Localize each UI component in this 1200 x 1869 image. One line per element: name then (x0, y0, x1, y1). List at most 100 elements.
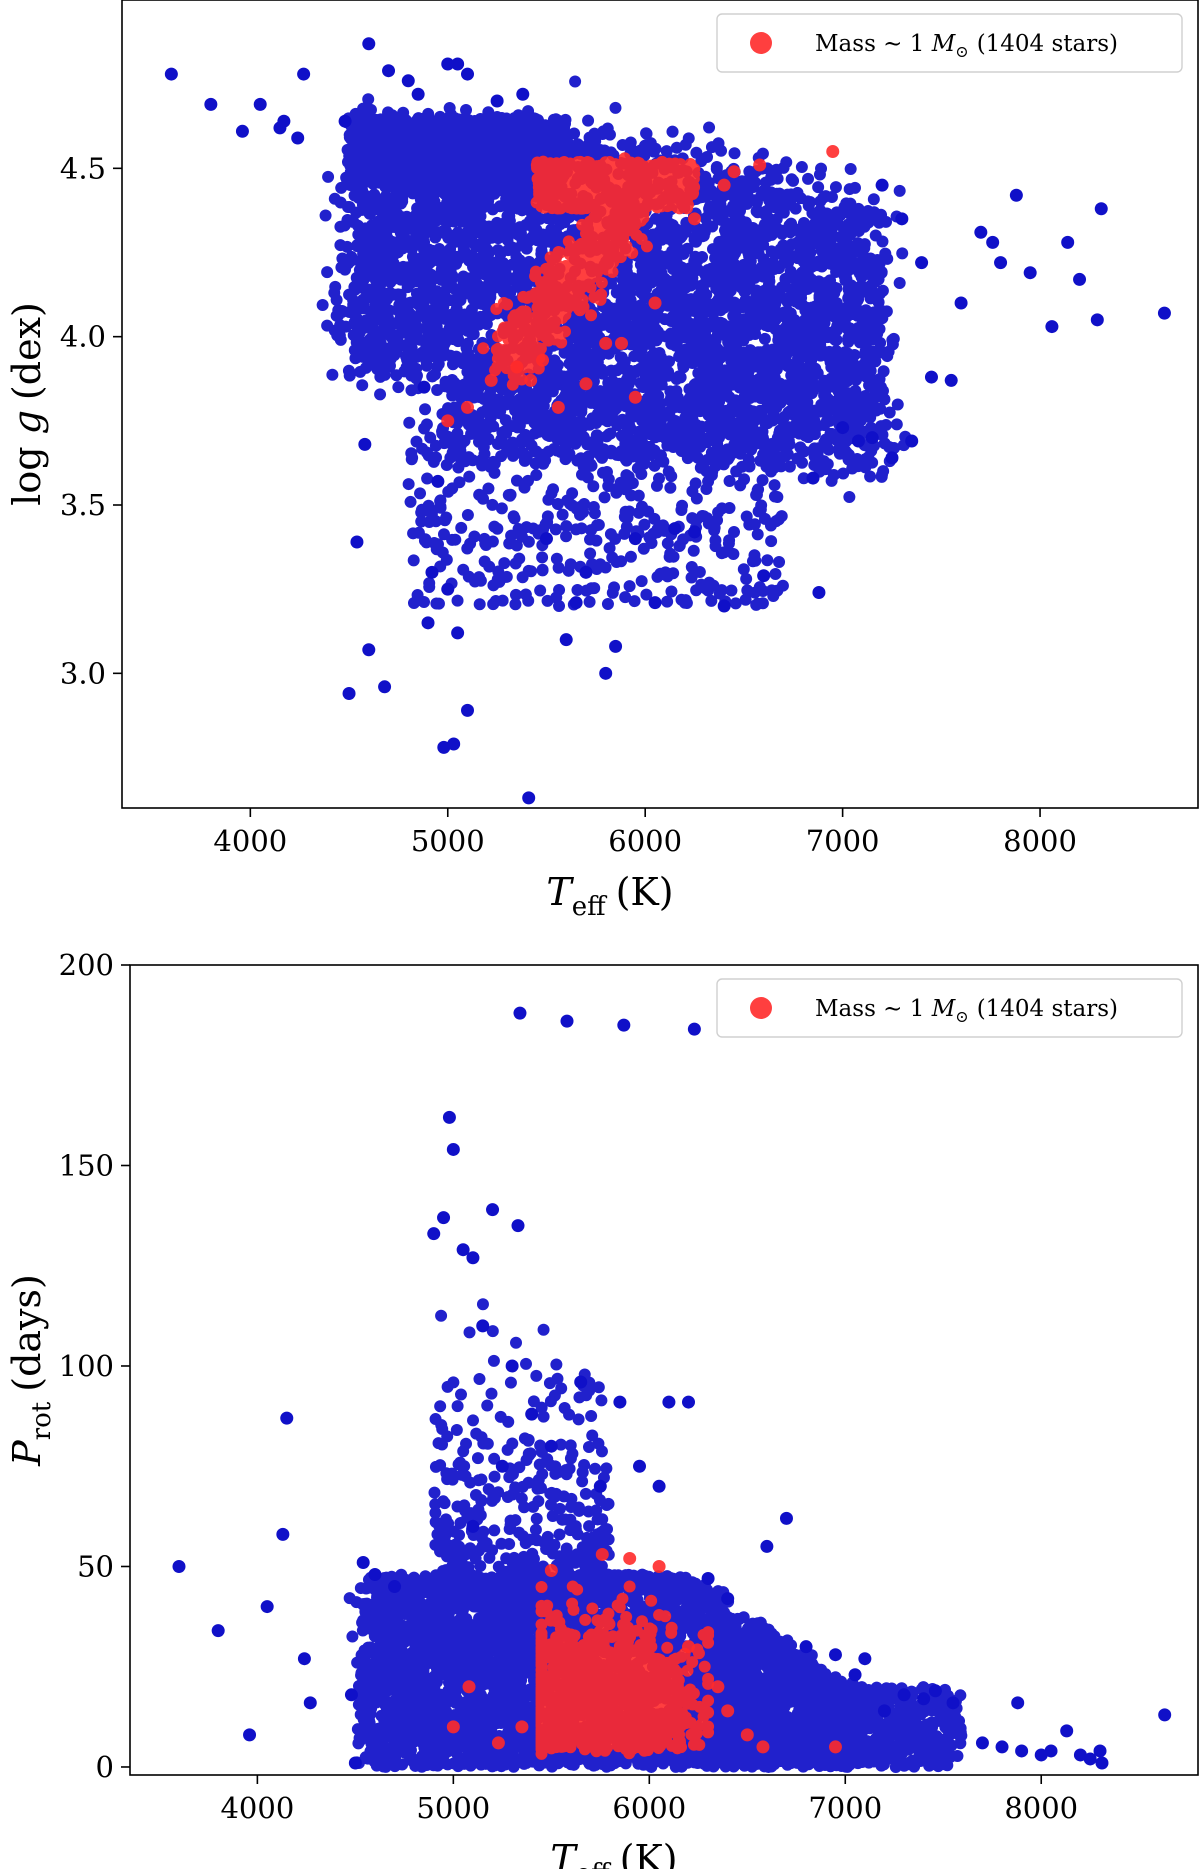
legend-marker (750, 32, 772, 54)
full-sample-point (451, 626, 465, 640)
full-sample-point (466, 1519, 480, 1533)
full-sample-point (836, 421, 850, 435)
full-sample-point (1073, 272, 1087, 286)
y-tick-label: 3.5 (60, 488, 106, 522)
mass-1-cloud (477, 152, 701, 391)
y-tick-label: 200 (59, 948, 114, 982)
mass-1-point (441, 414, 455, 428)
full-sample-point (425, 565, 439, 579)
full-sample-point (648, 596, 662, 610)
full-sample-point (633, 1459, 647, 1473)
full-sample-point (172, 1559, 186, 1573)
full-sample-point (994, 256, 1008, 270)
full-sample-point (417, 380, 431, 394)
full-sample-point (505, 1359, 519, 1373)
full-sample-point (1023, 266, 1037, 280)
full-sample-point (975, 1736, 989, 1750)
full-sample-point (1044, 1744, 1058, 1758)
x-tick-label: 8000 (1003, 824, 1077, 858)
mass-1-point (623, 1551, 637, 1565)
full-sample-point (437, 1211, 451, 1225)
full-sample-point (1060, 1724, 1074, 1738)
full-sample-point (338, 114, 352, 128)
full-sample-point (401, 74, 415, 88)
mass-1-point (711, 1680, 725, 1694)
full-sample-point (280, 1411, 294, 1425)
x-tick-label: 6000 (608, 824, 682, 858)
full-sample-point (495, 1459, 509, 1473)
x-tick-label: 5000 (411, 824, 485, 858)
full-sample-point (437, 740, 451, 754)
mass-1-point (510, 360, 524, 374)
full-sample-point (446, 1142, 460, 1156)
full-sample-point (1009, 188, 1023, 202)
x-axis-label: Teff(K) (546, 870, 673, 922)
full-sample-point (609, 639, 623, 653)
x-tick-label: 6000 (612, 1791, 686, 1825)
full-sample-point (513, 1006, 527, 1020)
x-tick-label: 5000 (416, 1791, 490, 1825)
full-sample-point (760, 1539, 774, 1553)
full-sample-point (525, 1407, 539, 1421)
full-sample-point (427, 1227, 441, 1241)
logg-vs-teff-panel: 4000 5000 6000 7000 8000 3.0 3.5 4.0 4.5 Teff (K) l… (0, 0, 1200, 930)
full-sample-point (687, 1022, 701, 1036)
full-sample-point (628, 532, 642, 546)
mass-1-point (515, 1720, 529, 1734)
mass-1-point (828, 1740, 842, 1754)
full-sample-point (164, 67, 178, 81)
full-sample-point (1093, 1744, 1107, 1758)
full-sample-point (1073, 1748, 1087, 1762)
full-sample-cloud (316, 75, 912, 612)
plot-frame (121, 0, 1199, 809)
full-sample-point (456, 1243, 470, 1257)
full-sample-point (378, 680, 392, 694)
legend: Mass ∼ 1 M⊙ (1404 stars) (716, 13, 1183, 73)
full-sample-point (986, 235, 1000, 249)
mass-1-point (688, 212, 702, 226)
legend-marker (750, 997, 772, 1019)
full-sample-point (917, 1692, 931, 1706)
mass-1-point (461, 400, 475, 414)
y-tick-label: 4.5 (60, 151, 106, 185)
full-sample-point (1061, 235, 1075, 249)
plot-frame (129, 964, 1199, 1776)
mass-1-point (484, 373, 498, 387)
mass-1-point (753, 158, 767, 172)
full-sample-point (579, 565, 593, 579)
y-tick-label: 50 (77, 1549, 114, 1583)
full-sample-point (211, 1624, 225, 1638)
mass-1-point (652, 1559, 666, 1573)
full-sample-point (522, 791, 536, 805)
full-sample-point (721, 1592, 735, 1606)
full-sample-point (995, 1740, 1009, 1754)
full-sample-point (865, 431, 879, 445)
full-sample-point (662, 1395, 676, 1409)
full-sample-point (490, 94, 504, 108)
y-tick-label: 3.0 (60, 656, 106, 690)
full-sample-point (362, 643, 376, 657)
full-sample-point (915, 256, 929, 270)
full-sample-point (291, 131, 305, 145)
x-tick-label: 4000 (213, 824, 287, 858)
mass-1-point (595, 1547, 609, 1561)
full-sample-point (451, 57, 465, 71)
full-sample-point (848, 1668, 862, 1682)
mass-1-point (536, 353, 550, 367)
x-axis-label: Teff(K) (550, 1837, 677, 1869)
full-sample-point (1045, 320, 1059, 334)
full-sample-point (617, 1018, 631, 1032)
mass-1-point (717, 178, 731, 192)
full-sample-point (875, 178, 889, 192)
data-points (172, 1006, 1172, 1773)
y-axis-label: Prot(days) (5, 1274, 57, 1467)
full-sample-point (613, 1395, 627, 1409)
mass-1-point (446, 1720, 460, 1734)
full-sample-point (204, 97, 218, 111)
prot-vs-teff-chart: 4000 5000 6000 7000 8000 0 50 100 150 200 Teff(K) P… (5, 948, 1199, 1869)
full-sample-point (681, 1395, 695, 1409)
full-sample-point (1094, 202, 1108, 216)
full-sample-point (344, 1688, 358, 1702)
full-sample-point (954, 296, 968, 310)
full-sample-point (411, 87, 425, 101)
